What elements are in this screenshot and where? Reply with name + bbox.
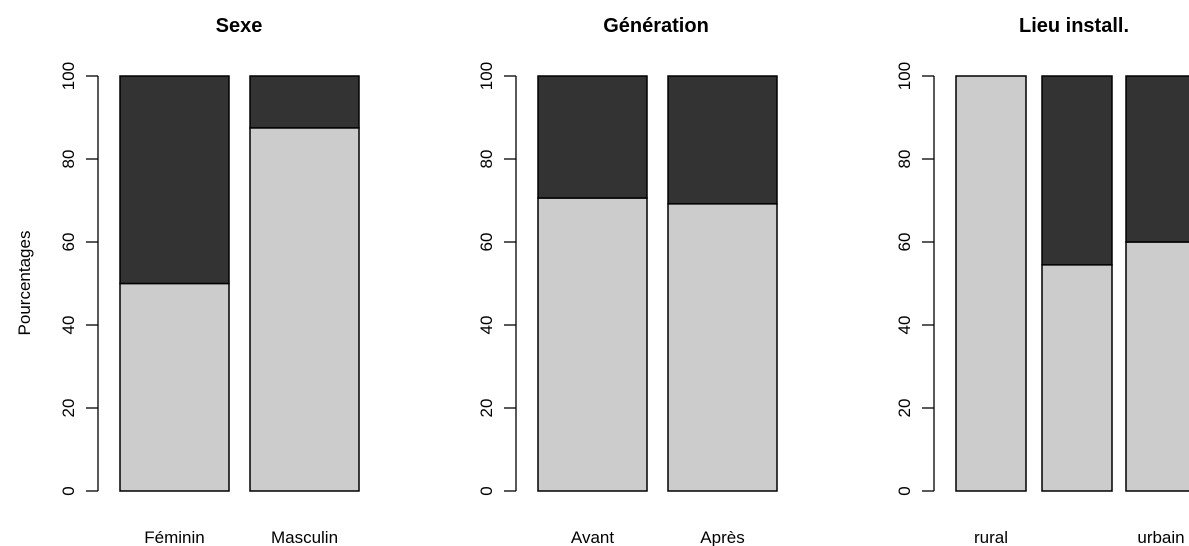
y-tick-label: 0	[59, 486, 78, 495]
y-axis-label: Pourcentages	[15, 231, 34, 336]
y-tick-label: 60	[895, 233, 914, 252]
category-label: urbain	[1137, 528, 1184, 546]
bar-segment-upper	[537, 75, 648, 199]
y-tick-label: 40	[477, 316, 496, 335]
bar-segment-upper	[667, 75, 778, 205]
category-label: Après	[700, 528, 744, 546]
category-label: Masculin	[271, 528, 338, 546]
category-label: Avant	[571, 528, 614, 546]
y-tick-label: 0	[477, 486, 496, 495]
bar-segment-upper	[249, 75, 360, 129]
bar-segment-upper	[119, 75, 230, 285]
bar-segment-upper	[1125, 75, 1189, 243]
chart-title: Sexe	[216, 15, 263, 37]
y-tick-label: 80	[59, 150, 78, 169]
y-tick-label: 20	[477, 399, 496, 418]
y-tick-label: 60	[477, 233, 496, 252]
y-tick-label: 20	[895, 399, 914, 418]
y-tick-label: 40	[59, 316, 78, 335]
bar-segment-upper	[1041, 75, 1113, 266]
bar-segment-lower	[537, 197, 648, 492]
y-tick-label: 60	[59, 233, 78, 252]
y-tick-label: 20	[59, 399, 78, 418]
y-tick-label: 80	[477, 150, 496, 169]
chart-title: Lieu install.	[1019, 15, 1129, 37]
chart-title: Génération	[603, 15, 709, 37]
bar-segment-lower	[955, 75, 1027, 492]
bar-segment-lower	[119, 282, 230, 492]
bar-segment-lower	[1125, 241, 1189, 492]
y-tick-label: 100	[59, 62, 78, 90]
y-tick-label: 80	[895, 150, 914, 169]
y-tick-label: 100	[895, 62, 914, 90]
bar-segment-lower	[249, 127, 360, 492]
bar-segment-lower	[667, 203, 778, 492]
y-tick-label: 100	[477, 62, 496, 90]
y-tick-label: 40	[895, 316, 914, 335]
y-tick-label: 0	[895, 486, 914, 495]
category-label: Féminin	[144, 528, 204, 546]
category-label: rural	[974, 528, 1008, 546]
bar-segment-lower	[1041, 264, 1113, 492]
